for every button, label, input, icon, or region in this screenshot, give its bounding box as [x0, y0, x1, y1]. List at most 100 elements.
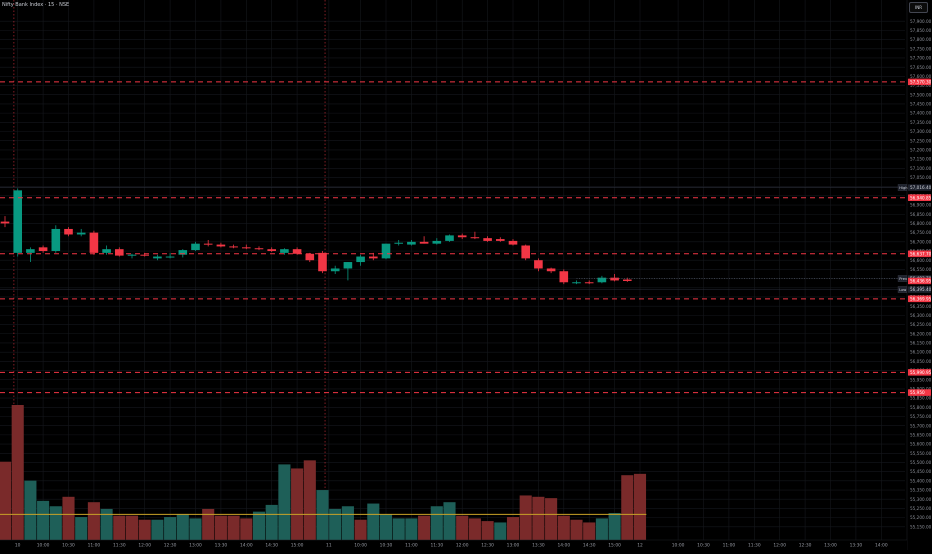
- price-tick-label: 56,200.00: [910, 331, 932, 336]
- level-price-label: 56,637.70: [910, 251, 932, 256]
- candle-body: [330, 268, 340, 272]
- volume-bar: [354, 519, 367, 540]
- volume-bar: [265, 504, 278, 540]
- level-price-tag: [908, 250, 931, 258]
- level-price-tag: [908, 194, 931, 201]
- volume-bar: [392, 518, 405, 540]
- candle-body: [381, 243, 391, 259]
- volume-bar: [367, 503, 380, 540]
- price-tick-label: 56,800.00: [910, 221, 932, 226]
- grid-lines: [0, 0, 905, 540]
- level-price-tag: [908, 389, 931, 396]
- candle-body: [229, 246, 238, 248]
- candle-body: [470, 237, 480, 239]
- time-tick-label: 12:00: [773, 543, 786, 549]
- volume-bar: [506, 517, 520, 540]
- marker-tag: Low: [899, 288, 906, 292]
- volume-bars: [0, 405, 647, 540]
- volume-bar: [418, 515, 431, 540]
- volume-bar: [49, 506, 62, 540]
- volume-bar: [138, 519, 151, 540]
- volume-bar: [303, 460, 316, 540]
- price-tick-label: 56,550.00: [910, 267, 932, 272]
- volume-bar: [151, 519, 164, 540]
- time-tick-label: 12:30: [164, 543, 177, 549]
- volume-bar: [164, 517, 177, 540]
- time-tick-label: 12:30: [481, 543, 494, 549]
- time-axis[interactable]: 10 10:00 10:30 11:00 11:30 12:00 12:30 13:00 13:…: [0, 539, 907, 550]
- volume-bar: [75, 517, 88, 540]
- time-tick-label: 11:30: [748, 543, 761, 549]
- price-tick-label: 55,900.00: [910, 387, 932, 392]
- candle-body: [292, 249, 302, 254]
- marker-tag-bg: [897, 286, 908, 293]
- time-tick-label: 10:00: [354, 543, 367, 549]
- time-tick-label: 10:30: [697, 543, 710, 549]
- price-tick-label: 57,400.00: [910, 111, 932, 116]
- price-tick-label: 56,150.00: [910, 341, 932, 346]
- time-axis-bg: [0, 540, 907, 550]
- time-tick-label: 15:00: [291, 543, 304, 549]
- price-tick-label: 57,450.00: [910, 102, 932, 107]
- time-tick-label: 10: [15, 543, 21, 549]
- candle-body: [432, 240, 442, 244]
- price-tick-label: 57,050.00: [910, 175, 932, 180]
- currency-badge[interactable]: INR: [909, 2, 928, 13]
- price-tick-label: 55,800.00: [910, 405, 932, 410]
- level-price-tag: [908, 78, 931, 86]
- price-tick-label: 55,700.00: [910, 423, 932, 428]
- volume-bar: [443, 502, 456, 540]
- level-price-label: 56,940.85: [910, 195, 932, 200]
- marker-price-tag: [908, 277, 931, 285]
- time-tick-label: 13:00: [507, 543, 520, 549]
- volume-bar: [341, 506, 354, 540]
- time-tick-label: 14:00: [557, 543, 570, 549]
- candle-body: [407, 241, 416, 245]
- candle-body: [623, 279, 632, 281]
- candle-body: [191, 243, 200, 251]
- time-tick-label: 14:00: [240, 543, 253, 549]
- price-tick-label: 57,900.00: [910, 19, 932, 24]
- volume-bar: [583, 522, 596, 540]
- time-tick-label: 12:30: [799, 543, 812, 549]
- candle-body: [216, 244, 226, 247]
- candle-body: [496, 239, 505, 241]
- price-tick-label: 56,900.00: [910, 203, 932, 208]
- candle-body: [343, 262, 353, 269]
- time-tick-label: 11:30: [113, 543, 126, 549]
- price-tick-label: 55,200.00: [910, 515, 932, 520]
- volume-bar: [430, 506, 443, 540]
- price-tick-label: 57,550.00: [910, 83, 932, 88]
- volume-bar: [481, 521, 494, 540]
- time-tick-label: 13:30: [215, 543, 228, 549]
- candle-body: [267, 249, 276, 252]
- candle-body: [165, 256, 175, 258]
- time-tick-label: 11:00: [88, 543, 101, 549]
- price-tick-label: 55,850.00: [910, 396, 932, 401]
- candles: [0, 188, 632, 285]
- volume-bar: [291, 468, 304, 540]
- candle-body: [559, 271, 569, 283]
- time-tick-label: 10:00: [672, 543, 685, 549]
- marker-tag-bg: [897, 184, 908, 191]
- price-tick-label: 57,500.00: [910, 92, 932, 97]
- price-tick-label: 55,300.00: [910, 497, 932, 502]
- price-tick-label: 55,750.00: [910, 414, 932, 419]
- price-tick-label: 55,500.00: [910, 460, 932, 465]
- candle-body: [102, 249, 111, 253]
- level-price-label: 57,570.30: [910, 79, 932, 84]
- price-tick-label: 56,750.00: [910, 230, 932, 235]
- candle-body: [584, 282, 594, 284]
- volume-bar: [214, 515, 227, 540]
- time-tick-label: 11: [326, 543, 332, 549]
- symbol-title[interactable]: Nifty Bank Index · 15 · NSE: [2, 2, 70, 8]
- price-axis[interactable]: 57,900.00 57,850.00 57,800.00 57,750.00 57,7…: [906, 0, 932, 550]
- marker-tag-bg: [897, 275, 908, 282]
- price-tick-label: 57,650.00: [910, 65, 932, 70]
- volume-bar: [379, 514, 393, 540]
- candle-body: [13, 190, 22, 253]
- price-tick-label: 57,750.00: [910, 46, 932, 51]
